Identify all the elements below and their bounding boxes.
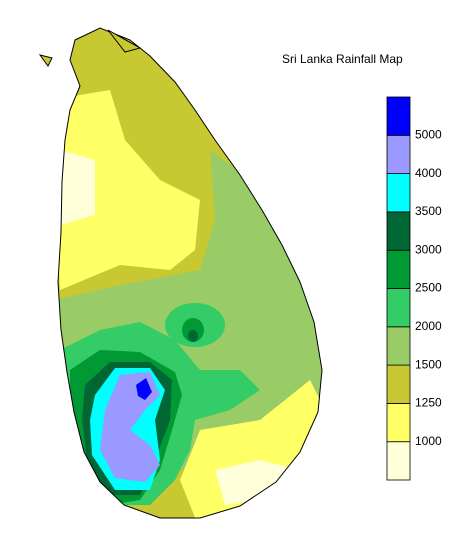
legend-swatch (386, 211, 411, 251)
legend-swatch (386, 249, 411, 289)
legend-swatch (386, 441, 411, 481)
legend-swatch (386, 134, 411, 175)
legend: 1000 1250 1500 2000 2500 3000 3500 4000 5000 (386, 96, 442, 481)
legend-swatch (386, 402, 411, 443)
rainfall-map (38, 27, 323, 519)
legend-swatch (386, 173, 411, 213)
legend-swatch (386, 96, 411, 136)
legend-label: 4000 (415, 166, 442, 180)
legend-label: 2000 (415, 319, 442, 333)
legend-label: 2500 (415, 281, 442, 295)
legend-label: 1250 (415, 396, 442, 410)
legend-label: 3500 (415, 204, 442, 218)
legend-label: 1000 (415, 434, 442, 448)
legend-swatch (386, 288, 411, 328)
legend-swatch (386, 364, 411, 404)
legend-label: 3000 (415, 242, 442, 256)
legend-swatch (386, 326, 411, 366)
map-title: Sri Lanka Rainfall Map (282, 52, 403, 66)
legend-label: 5000 (415, 127, 442, 141)
legend-label: 1500 (415, 357, 442, 371)
